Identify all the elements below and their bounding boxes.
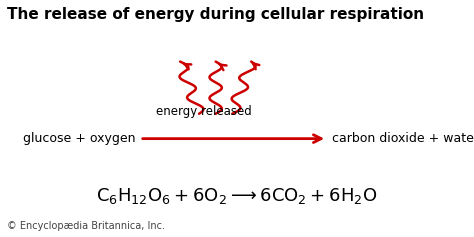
Text: carbon dioxide + water: carbon dioxide + water: [332, 132, 474, 145]
Text: $\mathregular{C_6H_{12}O_6 + 6O_2 \longrightarrow 6CO_2 + 6H_2O}$: $\mathregular{C_6H_{12}O_6 + 6O_2 \longr…: [96, 186, 378, 205]
Text: The release of energy during cellular respiration: The release of energy during cellular re…: [7, 7, 424, 22]
Text: energy released: energy released: [156, 105, 252, 118]
Text: glucose + oxygen: glucose + oxygen: [23, 132, 135, 145]
Text: © Encyclopædia Britannica, Inc.: © Encyclopædia Britannica, Inc.: [7, 221, 165, 231]
